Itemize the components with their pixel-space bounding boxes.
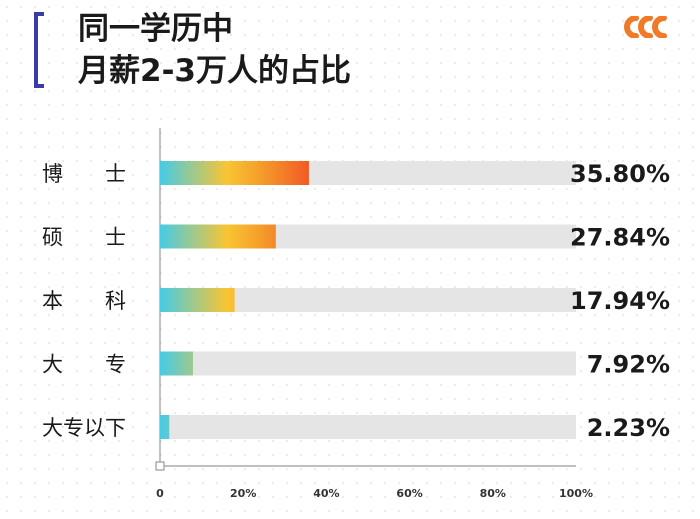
bar [160,415,170,439]
title-line-2: 月薪2-3万人的占比 [78,53,352,89]
category-label: 大专以下 [42,416,126,440]
title-bracket [34,12,44,88]
category-label: 硕 士 [42,226,126,250]
bar [160,224,276,249]
x-tick-label: 60% [396,487,422,500]
accent-dots-icon [624,16,667,38]
value-label: 35.80% [570,160,670,188]
bar-track [160,415,576,439]
bar [160,288,235,312]
category-label: 博 士 [42,162,126,186]
x-tick-label: 20% [230,487,256,500]
bar [160,161,309,185]
x-tick-label: 80% [480,487,506,500]
value-labels: 35.80% 27.84% 17.94% 7.92% 2.23% [570,160,670,442]
bar-track [160,351,576,376]
title-line-1: 同一学历中 [78,11,233,47]
x-tick-labels: 0 20% 40% 60% 80% 100% [156,487,593,500]
value-label: 17.94% [570,287,670,315]
value-label: 7.92% [587,351,670,379]
bar [160,351,193,376]
value-label: 2.23% [587,414,670,442]
value-label: 27.84% [570,224,670,252]
x-tick-label: 0 [156,487,164,500]
x-tick-label: 40% [313,487,339,500]
category-label: 大 专 [42,353,126,377]
category-label: 本 科 [42,289,126,313]
axis-origin-marker [155,461,165,471]
bars [160,161,576,439]
chart-title: 同一学历中 月薪2-3万人的占比 [78,8,351,92]
x-tick-label: 100% [559,487,593,500]
